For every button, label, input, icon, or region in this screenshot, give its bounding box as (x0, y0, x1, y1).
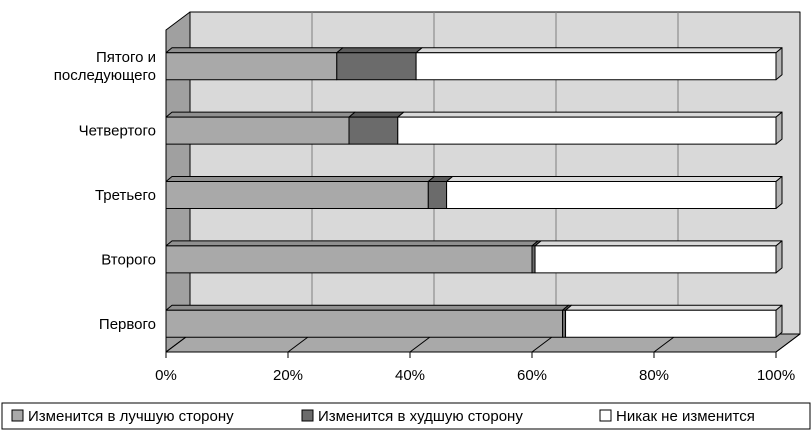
legend-swatch (11, 409, 24, 422)
bar-segment (165, 245, 533, 274)
bar-segment-top (534, 240, 783, 247)
x-tick-label: 100% (757, 367, 795, 384)
bar-segment (427, 181, 448, 209)
legend-box (1, 402, 811, 430)
bar-segment (165, 309, 563, 338)
category-labels: Пятого и последующего Четвертого Третьего Вт… (54, 49, 156, 333)
bar-end-face (775, 240, 783, 274)
bar-segment-top (336, 47, 423, 54)
x-tick-label: 40% (395, 367, 425, 384)
bar-end-face (775, 304, 783, 338)
bar-segment-top (165, 176, 435, 182)
legend-label: Изменится в худшую сторону (318, 408, 523, 425)
bar-segment-top (348, 111, 405, 118)
category-label: Пятого и последующего (54, 49, 156, 84)
x-axis-ticks: 0% 20% 40% 60% 80% 100% (155, 352, 795, 384)
bar-segment (336, 52, 417, 81)
category-label: Четвертого (79, 123, 156, 140)
legend: Изменится в лучшую сторону Изменится в ху… (1, 402, 811, 430)
x-tick-label: 60% (517, 367, 547, 384)
x-tick-label: 20% (273, 367, 303, 384)
bar-segment (446, 181, 777, 209)
bar-segment (165, 181, 429, 209)
bar-segment (348, 116, 399, 145)
bars (165, 47, 783, 338)
bar-end-face (775, 111, 783, 145)
bar-segment (534, 245, 777, 274)
bar-segment (397, 116, 777, 145)
bar-segment (165, 52, 338, 81)
legend-label: Никак не изменится (616, 408, 755, 425)
bar-segment (415, 52, 777, 81)
legend-label: Изменится в лучшую сторону (28, 408, 234, 425)
bar-segment-top (415, 47, 783, 54)
bar-segment-top (165, 111, 356, 118)
bar-end-face (775, 176, 783, 209)
category-label: Второго (101, 251, 156, 268)
x-tick-label: 0% (155, 367, 177, 384)
floor-gridline (775, 333, 801, 353)
legend-swatch (301, 409, 314, 422)
bar-segment-top (565, 304, 783, 311)
category-label: Третьего (95, 187, 156, 204)
category-label: Первого (99, 316, 156, 333)
bar-end-face (775, 47, 783, 81)
legend-swatch (599, 409, 612, 422)
bar-segment-top (397, 111, 783, 118)
x-tick-label: 80% (639, 367, 669, 384)
bar-segment-top (165, 304, 569, 311)
bar-segment-top (165, 240, 539, 247)
bar-segment (565, 309, 777, 338)
bar-segment-top (446, 176, 783, 182)
bar-segment-top (165, 47, 344, 54)
bar-segment (165, 116, 350, 145)
